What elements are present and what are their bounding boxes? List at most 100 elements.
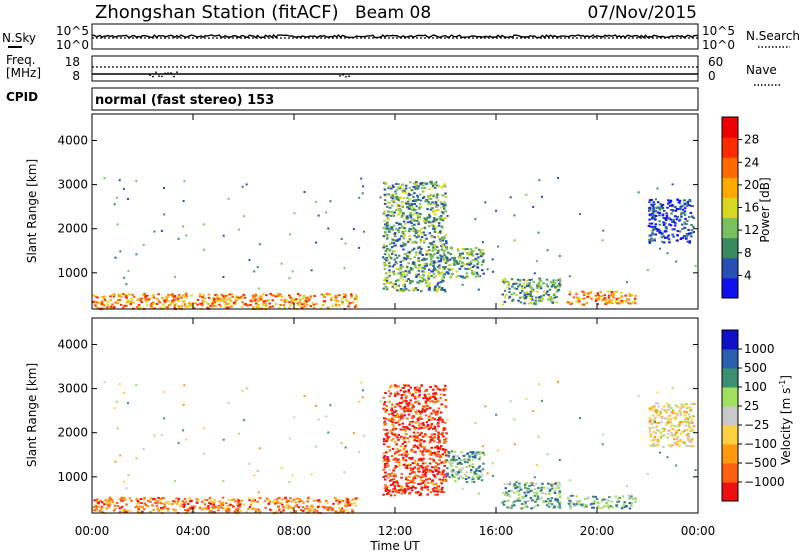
- velocity-cell: [657, 405, 661, 408]
- power-cell: [172, 300, 176, 303]
- power-cell: [458, 252, 462, 255]
- power-cell: [538, 277, 541, 280]
- velocity-cell: [420, 426, 424, 429]
- power-cell: [176, 297, 180, 300]
- velocity-cell: [294, 501, 298, 504]
- velocity-cell: [444, 454, 448, 457]
- velocity-cell: [234, 508, 238, 511]
- velocity-cell: [686, 428, 689, 431]
- velocity-cell: [397, 491, 401, 494]
- x-tick-label: 08:00: [277, 524, 312, 538]
- power-cell: [534, 302, 538, 304]
- velocity-cell: [406, 437, 409, 440]
- velocity-cell: [584, 503, 587, 506]
- power-cell: [151, 295, 154, 298]
- velocity-cell: [418, 424, 421, 427]
- power-cell: [323, 296, 326, 298]
- power-cell: [344, 298, 348, 301]
- power-cell: [572, 296, 576, 299]
- velocity-cell: [670, 410, 673, 413]
- power-cell: [423, 227, 427, 230]
- velocity-cell: [409, 472, 412, 475]
- power-cell: [188, 304, 191, 307]
- power-cell: [441, 217, 445, 220]
- velocity-cell: [348, 504, 351, 507]
- velocity-cell: [271, 501, 275, 503]
- power-cell: [539, 287, 543, 290]
- velocity-cell: [678, 410, 681, 413]
- velocity-cell: [471, 478, 474, 481]
- velocity-cell: [680, 403, 683, 406]
- velocity-cell: [232, 505, 235, 508]
- velocity-cell: [431, 488, 435, 491]
- velocity-cell: [437, 431, 440, 434]
- velocity-cell: [655, 402, 657, 405]
- velocity-cell: [507, 494, 510, 497]
- velocity-cell: [478, 476, 482, 479]
- velocity-cell: [176, 500, 180, 503]
- velocity-cell: [680, 404, 683, 407]
- power-cell: [382, 287, 385, 290]
- velocity-cell: [651, 444, 655, 447]
- velocity-cell: [437, 437, 440, 440]
- power-cell: [597, 294, 600, 297]
- velocity-cell: [140, 502, 143, 505]
- power-cell: [542, 294, 545, 297]
- power-cell: [671, 220, 674, 223]
- power-cell: [515, 287, 518, 290]
- power-cell: [427, 220, 431, 223]
- velocity-cell: [652, 443, 655, 446]
- velocity-cell: [687, 433, 690, 436]
- power-cell: [466, 276, 469, 279]
- velocity-cell: [298, 500, 301, 503]
- velocity-cell: [434, 392, 437, 395]
- power-cell: [404, 230, 407, 233]
- velocity-cell: [146, 505, 150, 508]
- power-cell: [416, 216, 420, 219]
- power-cell: [239, 297, 242, 300]
- velocity-cell: [161, 508, 164, 511]
- velocity-cell: [402, 384, 406, 387]
- velocity-cell: [417, 483, 420, 485]
- power-cell: [415, 186, 419, 189]
- power-cell: [420, 182, 423, 185]
- velocity-cell: [277, 505, 280, 508]
- power-cell: [433, 244, 437, 246]
- power-cell: [467, 261, 471, 264]
- velocity-cell: [424, 397, 428, 400]
- power-cell: [630, 294, 633, 297]
- power-cell: [411, 241, 414, 244]
- power-cell: [525, 193, 528, 196]
- power-cell: [109, 295, 112, 298]
- velocity-cell: [211, 507, 215, 510]
- power-cell: [482, 259, 485, 262]
- power-cell: [423, 267, 426, 270]
- power-cell: [652, 211, 655, 214]
- velocity-cell: [454, 472, 458, 475]
- power-cell: [689, 200, 692, 203]
- velocity-cell: [420, 459, 424, 462]
- velocity-cell: [328, 506, 332, 509]
- power-cell: [165, 299, 168, 302]
- velocity-cell: [649, 444, 652, 447]
- velocity-cell: [157, 496, 160, 499]
- velocity-cell: [197, 499, 200, 501]
- velocity-cell: [680, 407, 683, 410]
- velocity-cell: [439, 454, 442, 457]
- velocity-cell: [420, 445, 423, 448]
- power-cell: [409, 189, 413, 192]
- power-cell: [590, 297, 593, 300]
- velocity-cell: [396, 448, 399, 451]
- power-cell: [553, 296, 556, 299]
- velocity-cell: [398, 423, 401, 426]
- power-cell: [387, 201, 390, 204]
- power-cell: [521, 287, 524, 290]
- velocity-cell: [305, 505, 309, 508]
- power-cell: [361, 192, 364, 195]
- freq-label: Freq.: [6, 53, 36, 67]
- power-cell: [549, 298, 553, 301]
- power-cell: [471, 272, 474, 275]
- power-cell: [525, 295, 528, 298]
- velocity-cell: [689, 430, 692, 433]
- velocity-cell: [313, 508, 317, 511]
